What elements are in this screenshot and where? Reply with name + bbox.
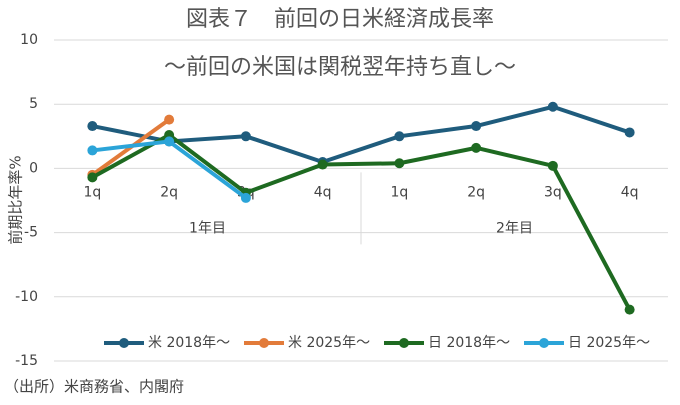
point: [240, 192, 251, 203]
legend-bg: [380, 333, 516, 353]
legend-label: 日 2018年～: [428, 335, 510, 351]
point: [624, 127, 635, 138]
point: [87, 121, 98, 132]
legend-label: 米 2018年～: [148, 335, 230, 351]
legend-label: 米 2025年～: [288, 335, 370, 351]
legend-marker: [539, 338, 549, 348]
source: （出所）米商務省、内閣府: [4, 378, 184, 396]
series-line: [91, 104, 631, 164]
x-tick-label: 2q: [467, 184, 485, 200]
y-axis-label: 前期比年率%: [7, 155, 25, 244]
point: [547, 160, 558, 171]
point: [164, 136, 175, 147]
legend-marker: [259, 338, 269, 348]
point: [240, 131, 251, 142]
y-tick-label: -15: [15, 353, 38, 369]
point: [624, 304, 635, 315]
series-line: [91, 133, 632, 311]
point: [317, 159, 328, 170]
x-tick-label: 1q: [390, 184, 408, 200]
point: [87, 172, 98, 183]
y-tick-label: -10: [15, 289, 38, 305]
x-tick-label: 3q: [544, 184, 562, 200]
legend-bg: [520, 333, 656, 353]
legend-marker: [119, 338, 129, 348]
group-label: 1年目: [189, 220, 226, 236]
legend-label: 日 2025年～: [568, 335, 650, 351]
point: [394, 158, 405, 169]
y-tick-label: 5: [29, 96, 38, 112]
x-tick-label: 1q: [83, 184, 101, 200]
point: [394, 131, 405, 142]
x-tick-label: 2q: [160, 184, 178, 200]
point: [471, 142, 482, 153]
point: [164, 114, 175, 125]
y-tick-label: -5: [24, 225, 38, 241]
x-tick-label: 4q: [621, 184, 639, 200]
group-label: 2年目: [496, 220, 533, 236]
y-tick-label: 10: [20, 32, 38, 48]
point: [87, 145, 98, 156]
legend-bg: [240, 333, 376, 353]
legend-marker: [399, 338, 409, 348]
x-tick-label: 4q: [314, 184, 332, 200]
legend-bg: [100, 333, 236, 353]
chart-subtitle: ～前回の米国は関税翌年持ち直し～: [164, 55, 516, 80]
chart-title: 図表７ 前回の日米経済成長率: [186, 7, 494, 32]
y-tick-label: 0: [29, 160, 38, 176]
point: [471, 121, 482, 132]
point: [547, 101, 558, 112]
